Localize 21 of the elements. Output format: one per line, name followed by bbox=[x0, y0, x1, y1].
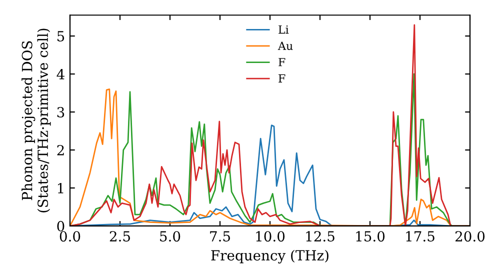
y-tick-label: 2 bbox=[57, 144, 64, 156]
x-tick-label: 5.0 bbox=[160, 231, 180, 242]
x-tick-label: 0.0 bbox=[60, 231, 80, 242]
y-tick-label: 1 bbox=[58, 182, 64, 194]
y-axis-title: Phonon projected DOS (States/THz·primitive cell) bbox=[22, 28, 51, 212]
x-tick-label: 10.0 bbox=[256, 231, 285, 242]
x-tick-label: 17.5 bbox=[406, 231, 434, 242]
legend-label: F bbox=[278, 74, 286, 82]
x-tick-label: 7.5 bbox=[210, 231, 230, 242]
x-tick-label: 15.0 bbox=[356, 231, 385, 242]
x-tick-label: 20.0 bbox=[455, 231, 485, 242]
y-tick-label: 5 bbox=[57, 31, 64, 42]
x-tick-label: 2.5 bbox=[110, 231, 130, 242]
x-tick-label: 12.5 bbox=[306, 231, 334, 242]
y-tick-label: 4 bbox=[56, 68, 64, 80]
legend-label: Au bbox=[278, 42, 293, 50]
legend-label: F bbox=[278, 58, 286, 66]
y-tick-label: 0 bbox=[57, 220, 64, 232]
x-axis-title: Frequency (THz) bbox=[211, 250, 328, 264]
y-tick-label: 3 bbox=[57, 106, 64, 118]
legend-label: Li bbox=[278, 25, 289, 34]
